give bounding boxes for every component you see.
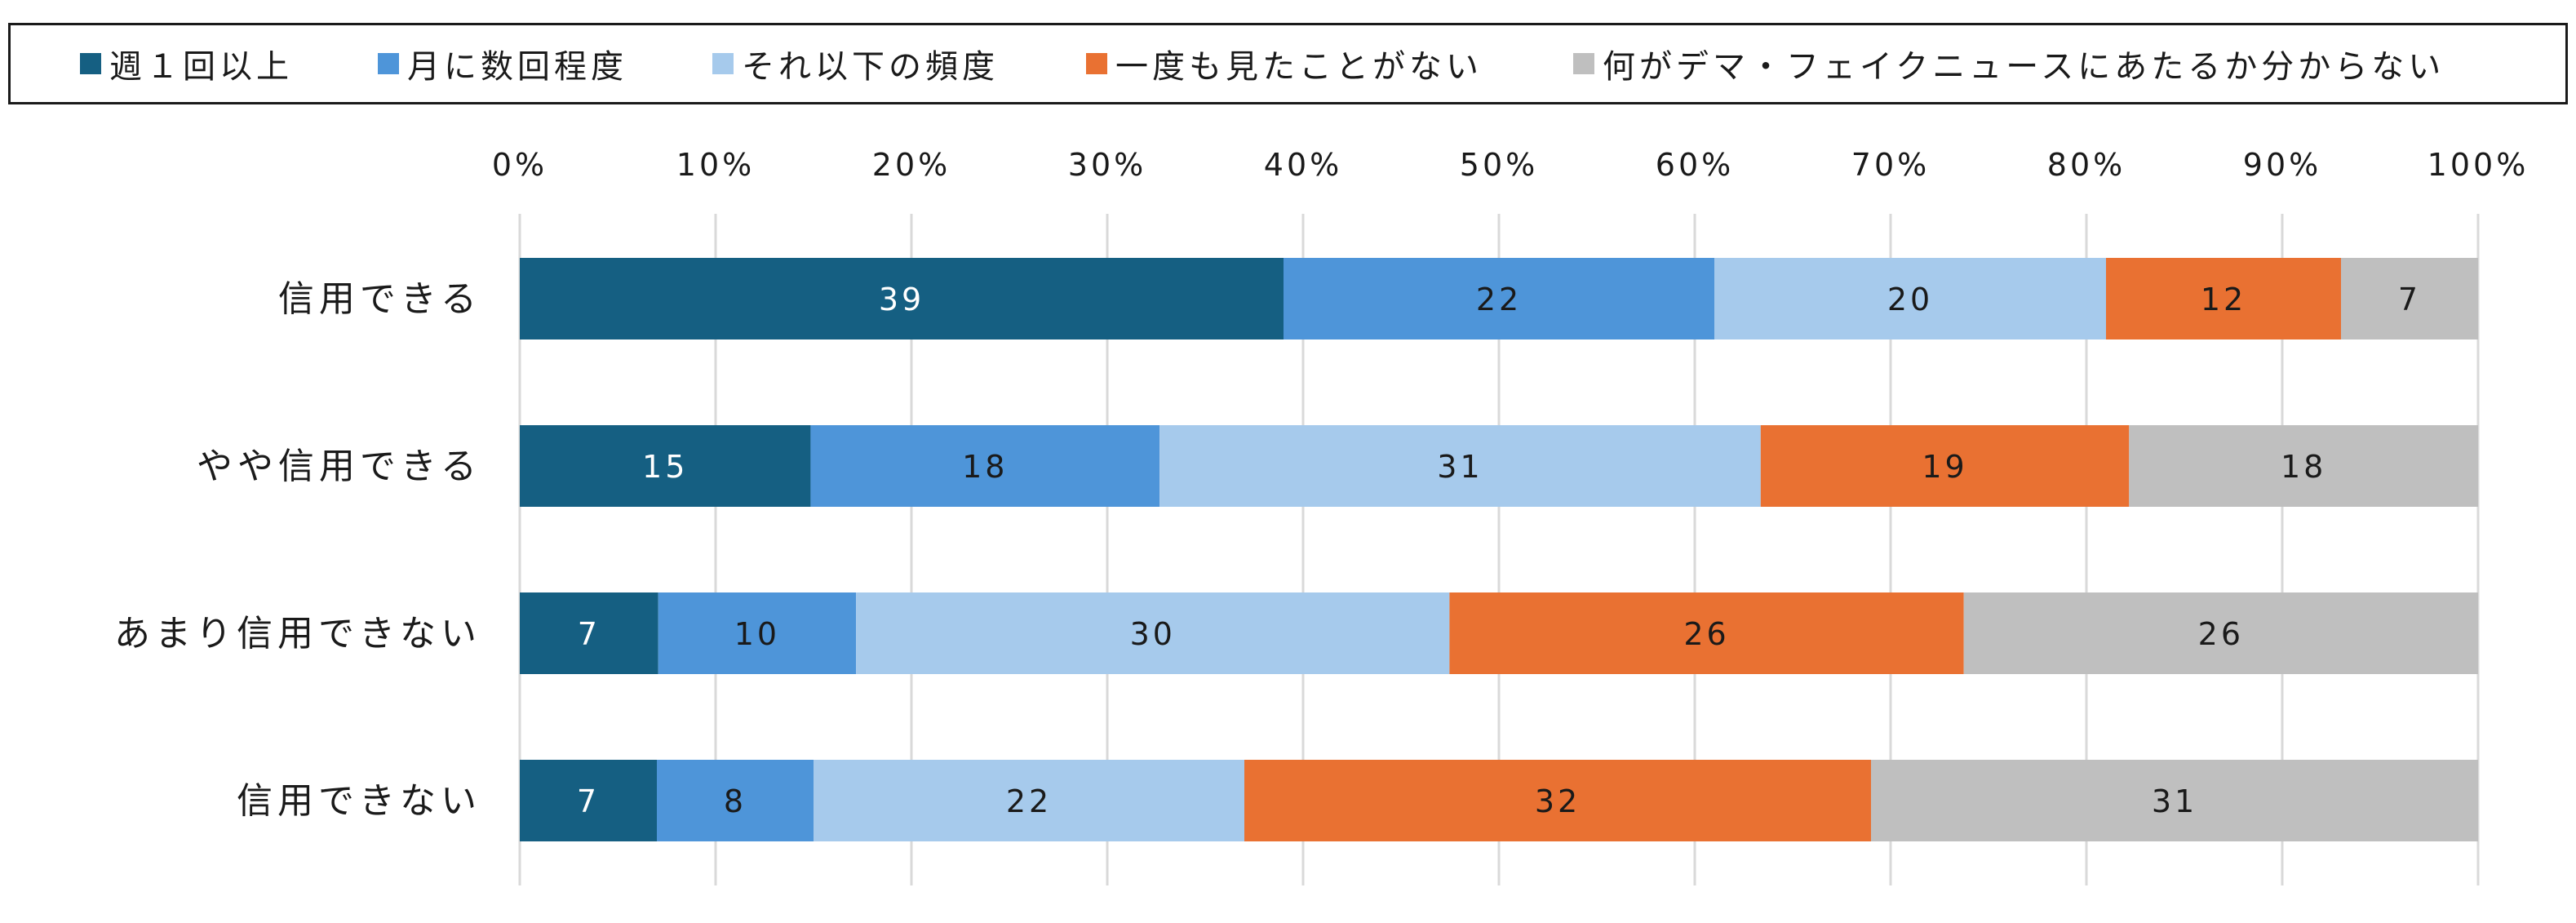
data-label: 31 [1437, 449, 1483, 485]
bar-segment [1449, 592, 1964, 674]
legend-label-less: それ以下の頻度 [742, 48, 999, 86]
bar-segment [520, 258, 1284, 339]
legend-item-weekly: 週１回以上 [80, 25, 293, 102]
legend-item-less: それ以下の頻度 [712, 25, 999, 102]
bar-segment [1760, 425, 2130, 507]
legend: 週１回以上 月に数回程度 それ以下の頻度 一度も見たことがない 何がデマ・フェイ… [8, 23, 2568, 104]
legend-label-never: 一度も見たことがない [1115, 48, 1483, 86]
category-label: 信用できる [278, 278, 481, 320]
data-label: 39 [879, 282, 924, 317]
data-label: 15 [642, 449, 688, 485]
data-label: 30 [1130, 616, 1176, 652]
bar-segment [2129, 425, 2478, 507]
bar-segment [1284, 258, 1714, 339]
x-tick-label: 80% [2047, 147, 2126, 183]
category-label: やや信用できる [197, 446, 481, 487]
data-label: 18 [962, 449, 1008, 485]
legend-item-unknown: 何がデマ・フェイクニュースにあたるか分からない [1573, 25, 2445, 102]
bar-segment [1159, 425, 1761, 507]
x-tick-label: 20% [872, 147, 951, 183]
legend-item-monthly: 月に数回程度 [378, 25, 627, 102]
legend-swatch-never [1086, 53, 1107, 74]
legend-swatch-weekly [80, 53, 101, 74]
legend-swatch-unknown [1573, 53, 1594, 74]
bar-segment [1871, 760, 2478, 841]
data-label: 12 [2201, 282, 2246, 317]
data-label: 8 [724, 783, 747, 819]
x-tick-label: 60% [1656, 147, 1734, 183]
bar-segment [814, 760, 1244, 841]
legend-label-weekly: 週１回以上 [109, 48, 293, 86]
x-tick-label: 50% [1460, 147, 1538, 183]
legend-label-unknown: 何がデマ・フェイクニュースにあたるか分からない [1603, 48, 2445, 86]
data-label: 7 [577, 783, 600, 819]
data-label: 22 [1006, 783, 1052, 819]
x-tick-label: 70% [1851, 147, 1930, 183]
bar-segment [657, 760, 814, 841]
bar-segment [520, 592, 658, 674]
bar-segment [658, 592, 857, 674]
bar-segment [1244, 760, 1871, 841]
bar-segment [856, 592, 1450, 674]
data-label: 31 [2152, 783, 2197, 819]
bar-segment [520, 425, 811, 507]
data-label: 10 [734, 616, 780, 652]
legend-label-monthly: 月に数回程度 [407, 48, 627, 86]
x-tick-label: 100% [2427, 147, 2529, 183]
bar-segment [1963, 592, 2478, 674]
data-label: 26 [1683, 616, 1729, 652]
x-tick-label: 90% [2243, 147, 2321, 183]
category-label: あまり信用できない [114, 613, 481, 655]
data-label: 22 [1476, 282, 1522, 317]
x-tick-label: 10% [676, 147, 755, 183]
bar-segment [2106, 258, 2341, 339]
x-tick-label: 40% [1264, 147, 1342, 183]
data-label: 7 [578, 616, 601, 652]
bar-segment [810, 425, 1160, 507]
data-label: 26 [2198, 616, 2244, 652]
legend-swatch-monthly [378, 53, 399, 74]
data-label: 19 [1922, 449, 1967, 485]
x-tick-label: 30% [1068, 147, 1146, 183]
legend-swatch-less [712, 53, 734, 74]
data-label: 20 [1887, 282, 1933, 317]
bar-segment [1714, 258, 2106, 339]
bar-segment [520, 760, 657, 841]
category-label: 信用できない [237, 780, 481, 822]
data-label: 32 [1535, 783, 1581, 819]
legend-item-never: 一度も見たことがない [1086, 25, 1483, 102]
data-label: 7 [2398, 282, 2421, 317]
bar-segment [2341, 258, 2478, 339]
data-label: 18 [2281, 449, 2326, 485]
x-tick-label: 0% [492, 147, 548, 183]
